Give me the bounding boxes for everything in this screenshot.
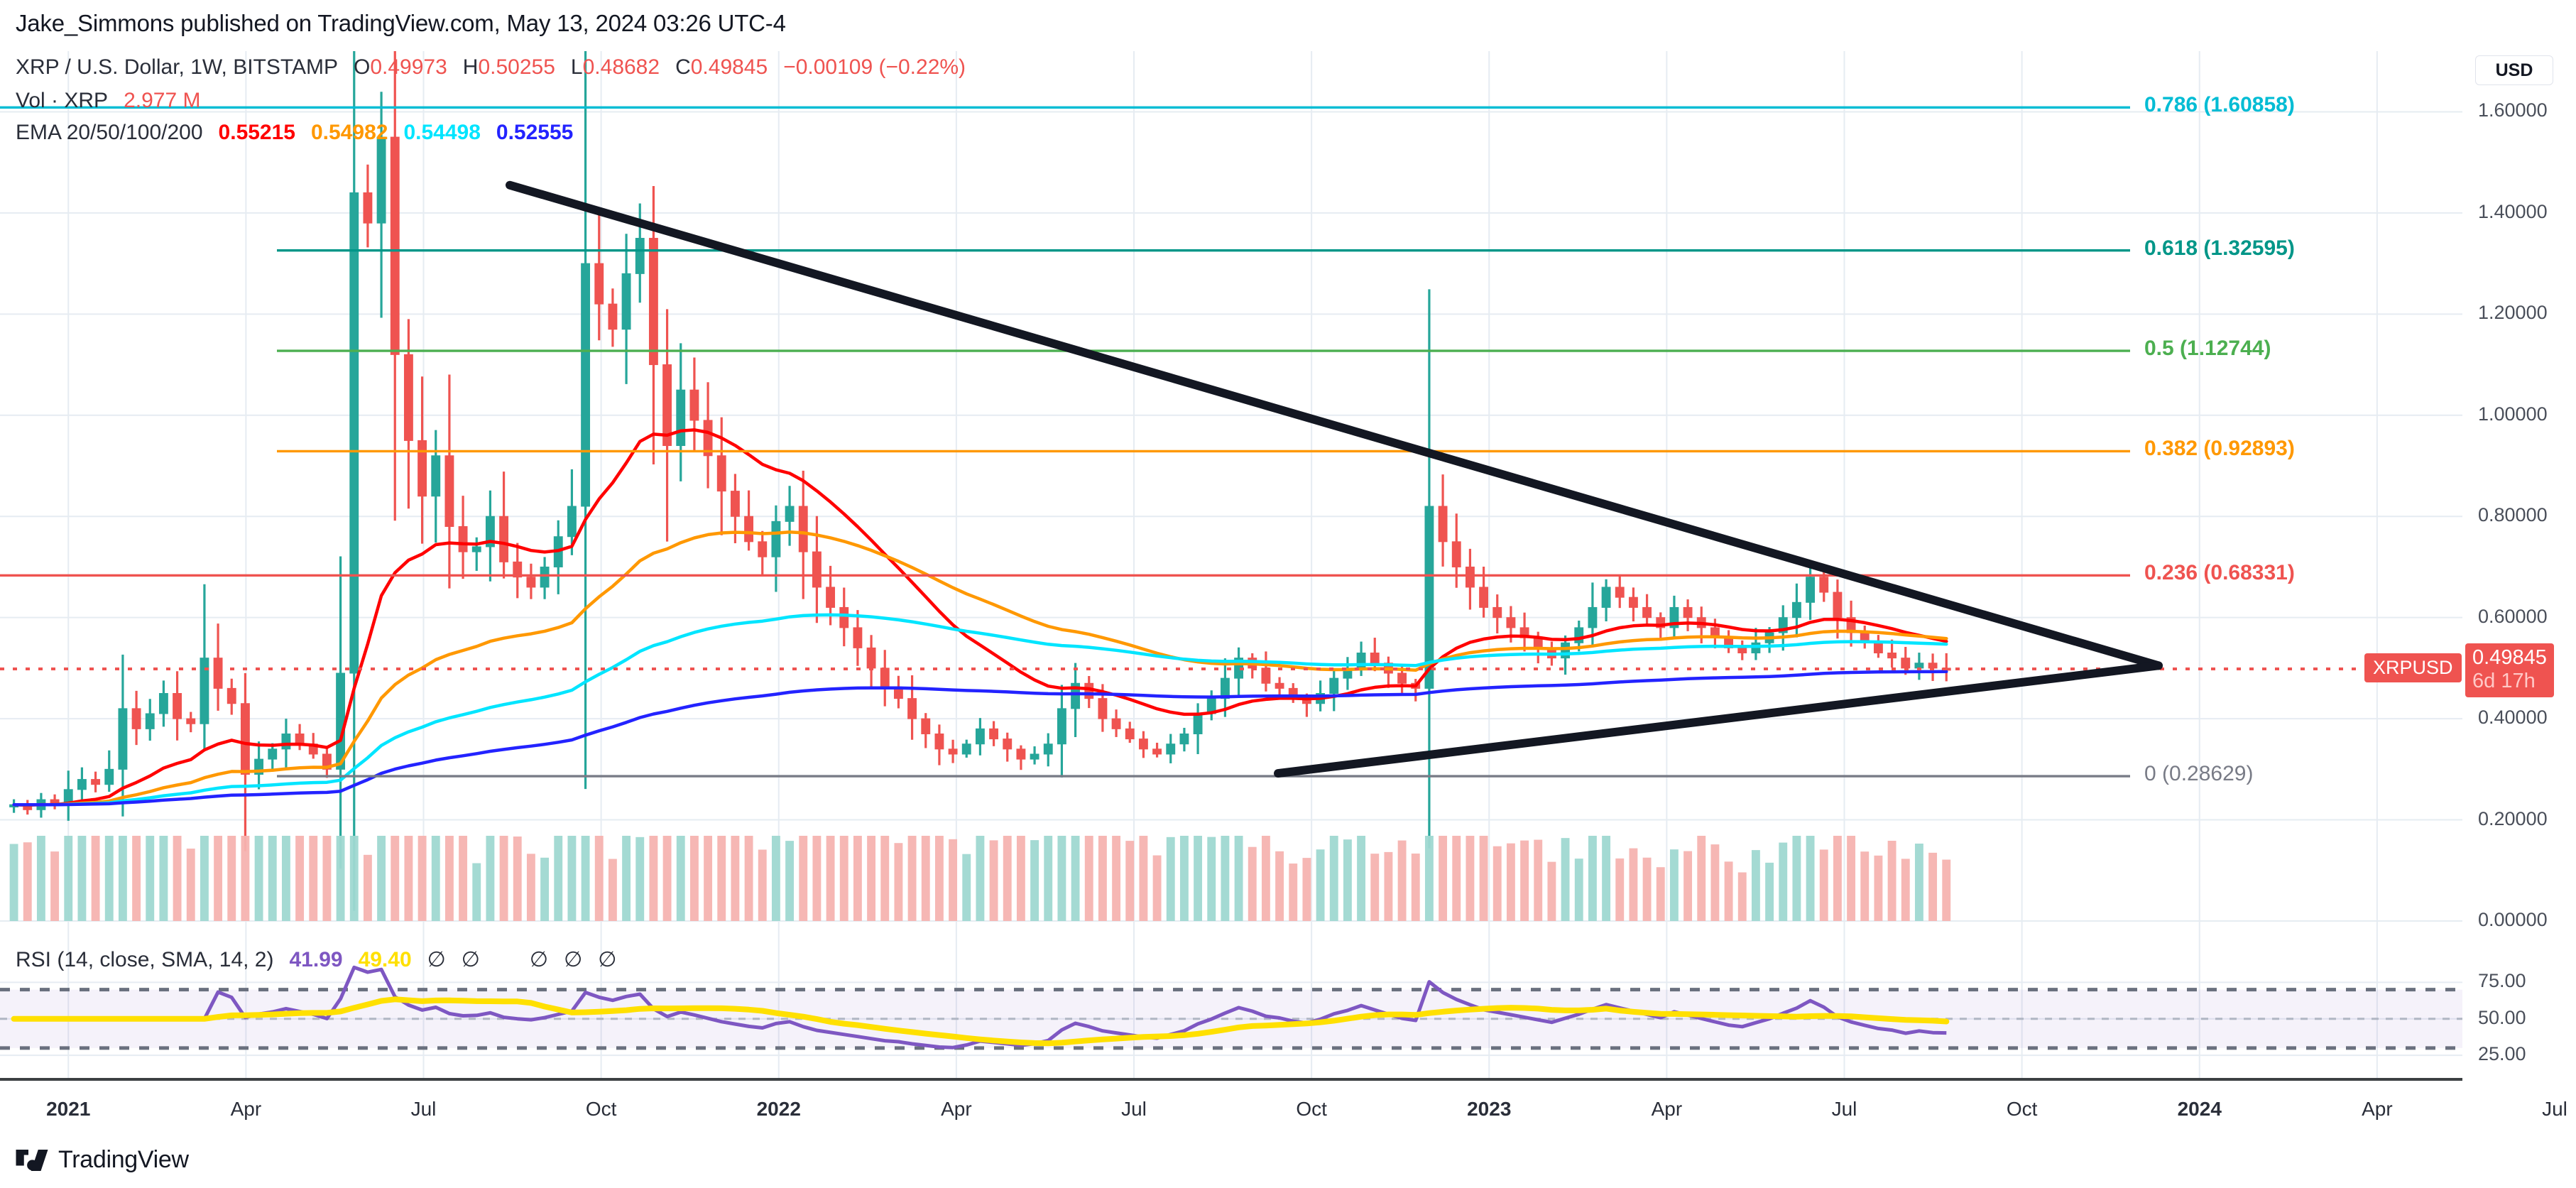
rsi-tick-label: 50.00 xyxy=(2478,1006,2526,1028)
price-scale[interactable]: USD 1.60000 1.40000 1.20000 1.00000 0.80000 0… xyxy=(2462,51,2576,1081)
time-tick-label: 2022 xyxy=(756,1098,801,1120)
symbol-price-tag: XRPUSD xyxy=(2364,653,2462,682)
ema20-line xyxy=(12,428,1948,807)
bar-countdown: 6d 17h xyxy=(2472,669,2536,692)
fib-level-label[interactable]: 0.5 (1.12744) xyxy=(2144,337,2271,361)
rsi-null-1: ∅ xyxy=(427,948,446,971)
rsi-tick-label: 75.00 xyxy=(2478,970,2526,992)
rsi-null-5: ∅ xyxy=(598,948,617,971)
time-tick-label: Jul xyxy=(2542,1098,2567,1120)
ema20-value: 0.55215 xyxy=(218,121,295,144)
fib-level-label[interactable]: 0.236 (0.68331) xyxy=(2144,561,2295,585)
ema200-value: 0.52555 xyxy=(496,121,574,144)
footer-brand[interactable]: TradingView xyxy=(16,1146,189,1174)
time-scale[interactable]: 2021 Apr Jul Oct 2022 Apr Jul Oct 2023 Apr Jul Oct 2… xyxy=(0,1086,2567,1136)
tradingview-logo-icon xyxy=(16,1149,48,1171)
high-label: H xyxy=(462,55,479,79)
ascending-trendline xyxy=(1274,661,2163,778)
rsi-value: 41.99 xyxy=(289,948,343,971)
volume-series xyxy=(9,836,1951,921)
tradingview-wordmark: TradingView xyxy=(58,1146,189,1173)
ema50-line xyxy=(12,530,1948,807)
rsi-null-4: ∅ xyxy=(564,948,583,971)
fib-retracement-lines[interactable] xyxy=(0,106,2130,778)
time-tick-label: Jul xyxy=(410,1098,437,1120)
time-tick-label: Jul xyxy=(1121,1098,1147,1120)
open-label: O xyxy=(354,55,371,79)
time-tick-label: Oct xyxy=(585,1098,617,1120)
chart-canvas[interactable] xyxy=(0,51,2462,1081)
legend-ema-row[interactable]: EMA 20/50/100/200 0.55215 0.54982 0.54498 0.… xyxy=(16,121,573,145)
current-price-tag: 0.49845 6d 17h xyxy=(2465,643,2554,697)
rsi-tick-label: 25.00 xyxy=(2478,1043,2526,1065)
close-label: C xyxy=(675,55,691,79)
time-tick-label: Apr xyxy=(2362,1098,2393,1120)
rsi-label: RSI (14, close, SMA, 14, 2) xyxy=(16,948,274,971)
publisher-line: Jake_Simmons published on TradingView.co… xyxy=(16,10,786,36)
open-value: 0.49973 xyxy=(370,55,447,79)
volume-value: 2.977 M xyxy=(124,89,201,112)
fib-level-label[interactable]: 0.786 (1.60858) xyxy=(2144,93,2295,117)
time-tick-label: Apr xyxy=(1651,1098,1683,1120)
ema50-value: 0.54982 xyxy=(311,121,388,144)
time-tick-label: Apr xyxy=(230,1098,262,1120)
time-axis-line xyxy=(0,1078,2462,1081)
price-tick-label: 1.00000 xyxy=(2478,403,2548,425)
high-value: 0.50255 xyxy=(478,55,555,79)
time-tick-label: 2021 xyxy=(46,1098,91,1120)
fib-level-label[interactable]: 0 (0.28629) xyxy=(2144,762,2254,786)
time-tick-label: 2023 xyxy=(1467,1098,1512,1120)
low-value: 0.48682 xyxy=(582,55,660,79)
rsi-null-3: ∅ xyxy=(529,948,549,971)
price-chart-svg xyxy=(0,51,2462,1081)
ema100-value: 0.54498 xyxy=(403,121,481,144)
price-tick-label: 1.60000 xyxy=(2478,99,2548,121)
fib-level-label[interactable]: 0.382 (0.92893) xyxy=(2144,437,2295,461)
symbol-title[interactable]: XRP / U.S. Dollar, 1W, BITSTAMP xyxy=(16,55,338,79)
descending-trendline xyxy=(506,180,2163,670)
price-tick-label: 0.80000 xyxy=(2478,504,2548,526)
time-tick-label: Oct xyxy=(2006,1098,2038,1120)
rsi-sma-value: 49.40 xyxy=(358,948,412,971)
legend-volume-row[interactable]: Vol · XRP 2.977 M xyxy=(16,89,200,113)
price-tick-label: 0.20000 xyxy=(2478,807,2548,829)
ema200-line xyxy=(12,670,1948,807)
price-tick-label: 0.00000 xyxy=(2478,909,2548,930)
price-tick-label: 0.60000 xyxy=(2478,605,2548,627)
time-tick-label: 2024 xyxy=(2177,1098,2222,1120)
change-value: −0.00109 (−0.22%) xyxy=(783,55,966,79)
ema100-line xyxy=(12,613,1948,807)
low-label: L xyxy=(570,55,583,79)
candlestick-series xyxy=(9,51,1951,911)
time-tick-label: Oct xyxy=(1296,1098,1327,1120)
legend-symbol-row[interactable]: XRP / U.S. Dollar, 1W, BITSTAMP O0.49973 H… xyxy=(16,55,966,80)
symmetrical-triangle[interactable] xyxy=(506,180,2163,778)
fib-level-label[interactable]: 0.618 (1.32595) xyxy=(2144,236,2295,260)
legend-rsi-row[interactable]: RSI (14, close, SMA, 14, 2) 41.99 49.40 ∅ ∅ ∅… xyxy=(16,947,616,972)
current-price-value: 0.49845 xyxy=(2472,645,2547,669)
rsi-sma-line xyxy=(11,996,1950,1047)
ema-label: EMA 20/50/100/200 xyxy=(16,121,203,144)
time-tick-label: Jul xyxy=(1831,1098,1857,1120)
rsi-null-2: ∅ xyxy=(461,948,480,971)
price-tick-label: 1.40000 xyxy=(2478,200,2548,222)
price-tick-label: 0.40000 xyxy=(2478,707,2548,729)
close-value: 0.49845 xyxy=(690,55,768,79)
price-tick-label: 1.20000 xyxy=(2478,302,2548,324)
currency-badge[interactable]: USD xyxy=(2475,55,2553,85)
time-tick-label: Apr xyxy=(941,1098,972,1120)
volume-label: Vol · XRP xyxy=(16,89,109,112)
